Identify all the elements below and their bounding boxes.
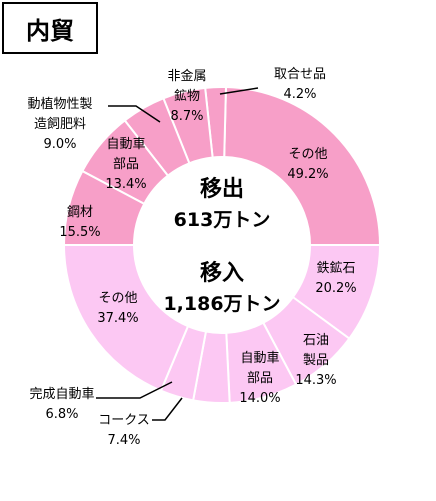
label-8-pct: 14.0% [239,391,280,406]
leader-line-1 [219,87,259,95]
center-inyu-name: 移入 [200,260,244,286]
label-2-line-1: 鉱物 [174,88,200,104]
label-9-line-0: コークス [98,413,150,428]
slice-inyu-5 [62,244,190,393]
label-4-line-1: 部品 [113,157,139,172]
label-1-pct: 4.2% [283,87,316,102]
label-2-line-0: 非金属 [167,68,206,84]
label-7-line-0: 石油 [303,333,329,348]
label-5-pct: 15.5% [59,225,100,240]
label-0-line-0: その他 [288,147,327,162]
label-10-pct: 6.8% [45,407,78,422]
label-9-pct: 7.4% [107,433,140,448]
label-1-line-0: 取合せ品 [274,67,326,82]
leader-line-3 [108,105,161,123]
label-6-line-0: 鉄鉱石 [316,260,355,276]
center-ishutsu-total: 613万トン [174,209,271,231]
label-11-pct: 37.4% [97,311,138,326]
label-3-line-0: 動植物性製 [27,97,92,112]
center-inyu-total: 1,186万トン [163,293,280,315]
label-6-pct: 20.2% [315,281,356,296]
label-4-pct: 13.4% [105,177,146,192]
center-ishutsu-name: 移出 [200,176,244,202]
label-5-line-0: 鋼材 [67,205,93,220]
label-7-line-1: 製品 [303,353,329,368]
label-11-line-0: その他 [98,291,137,306]
label-10-line-0: 完成自動車 [29,387,94,402]
page-title: 内貿 [2,2,98,54]
label-7-pct: 14.3% [295,373,336,388]
leader-line-9 [152,397,183,421]
label-4-line-0: 自動車 [106,137,145,152]
label-8-line-1: 部品 [247,371,273,386]
slice-ishutsu-0 [223,86,382,246]
label-3-line-1: 造飼肥料 [34,117,86,132]
leader-line-10 [96,381,173,399]
label-2-pct: 8.7% [170,109,203,124]
label-3-pct: 9.0% [43,137,76,152]
label-0-pct: 49.2% [287,167,328,182]
label-8-line-0: 自動車 [240,351,279,366]
